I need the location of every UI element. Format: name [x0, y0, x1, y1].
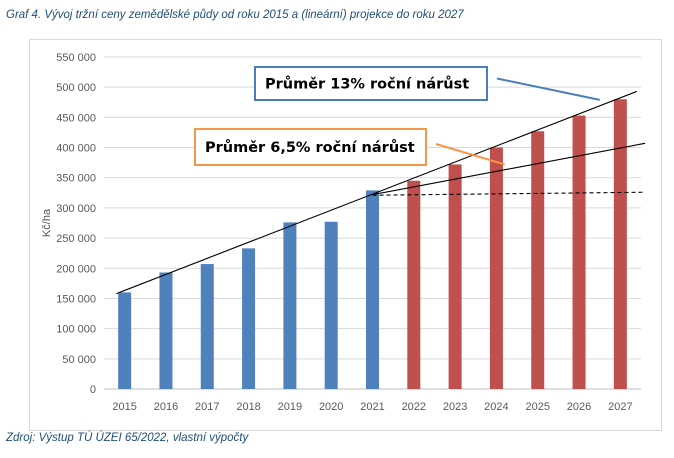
y-tick-label: 450 000 — [56, 112, 96, 124]
bar-2027 — [613, 99, 627, 389]
x-tick-label: 2015 — [112, 401, 136, 413]
x-tick-label: 2018 — [236, 401, 260, 413]
y-tick-label: 50 000 — [62, 354, 96, 366]
x-tick-label: 2017 — [195, 401, 219, 413]
x-tick-label: 2019 — [278, 401, 302, 413]
trend-line-1 — [116, 90, 638, 295]
bar-2020 — [324, 221, 338, 389]
annotation-arrow-1 — [496, 77, 600, 101]
annotation-box-1 — [254, 66, 488, 101]
trend-line-2 — [372, 142, 646, 196]
y-tick-label: 100 000 — [56, 324, 96, 336]
annotation-text-2: Průměr 6,5% roční nárůst — [205, 139, 415, 156]
y-tick-label: 500 000 — [56, 82, 96, 94]
chart-frame — [29, 39, 662, 431]
chart-caption: Graf 4. Vývoj tržní ceny zemědělské půdy… — [6, 9, 464, 21]
x-tick-label: 2020 — [319, 401, 343, 413]
y-tick-label: 200 000 — [56, 263, 96, 275]
bar-2022 — [407, 180, 421, 389]
source-note: Zdroj: Výstup TÚ ÚZEI 65/2022, vlastní v… — [6, 432, 249, 444]
bar-2025 — [531, 131, 545, 390]
y-tick-label: 350 000 — [56, 173, 96, 185]
annotation-box-2 — [194, 128, 427, 166]
y-tick-label: 250 000 — [56, 233, 96, 245]
x-tick-label: 2023 — [443, 401, 467, 413]
bar-2018 — [242, 248, 256, 389]
x-tick-label: 2026 — [567, 401, 591, 413]
x-tick-label: 2025 — [525, 401, 549, 413]
y-axis-label: Kč/ha — [41, 208, 53, 237]
y-tick-label: 400 000 — [56, 143, 96, 155]
annotation-arrow-2 — [435, 143, 505, 166]
bar-2026 — [572, 115, 586, 389]
bar-2021 — [366, 190, 379, 389]
bar-2023 — [448, 164, 462, 389]
x-tick-label: 2016 — [154, 401, 178, 413]
x-tick-label: 2024 — [484, 401, 508, 413]
bar-2015 — [118, 292, 132, 389]
trend-line-3 — [372, 191, 646, 196]
bar-2019 — [283, 222, 297, 389]
x-tick-label: 2022 — [402, 401, 426, 413]
y-tick-label: 150 000 — [56, 293, 96, 305]
y-tick-label: 300 000 — [56, 203, 96, 215]
y-tick-label: 0 — [90, 384, 96, 396]
y-tick-label: 550 000 — [56, 52, 96, 64]
annotation-text-1: Průměr 13% roční nárůst — [265, 76, 469, 93]
bar-2024 — [489, 147, 503, 389]
x-tick-label: 2027 — [608, 401, 632, 413]
bar-2017 — [200, 264, 214, 389]
bar-2016 — [159, 272, 173, 389]
x-tick-label: 2021 — [360, 401, 384, 413]
